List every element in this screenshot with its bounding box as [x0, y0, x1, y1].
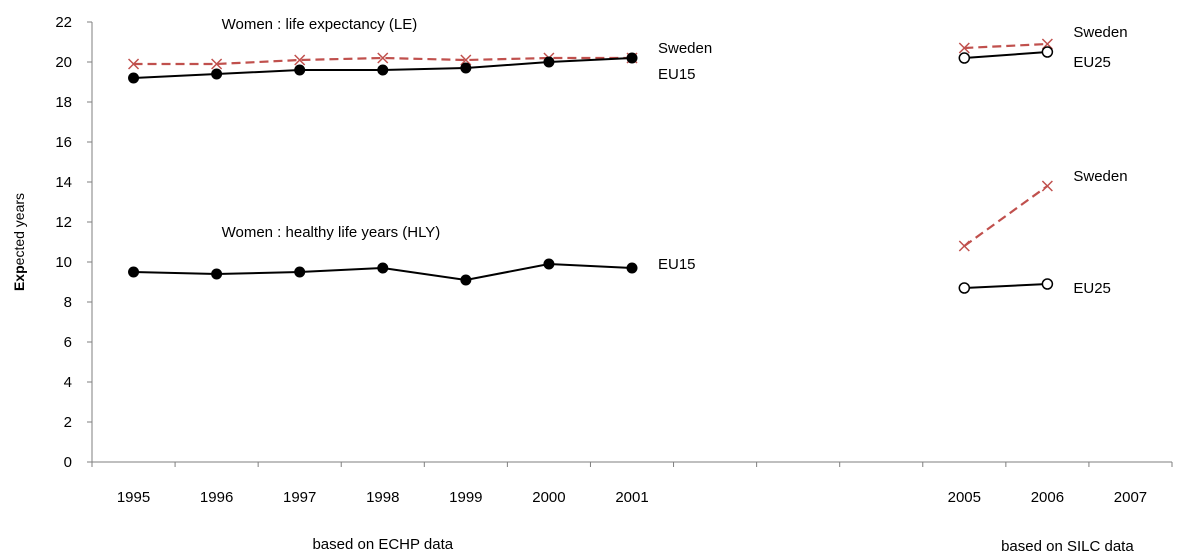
axes: 0 2 4 6 8 10 12 14 16 18 20 22 1995 1996 1997 1998 1999 2…: [11, 14, 1173, 552]
chart-annotation: Women : healthy life years (HLY): [222, 224, 441, 241]
series-label: Sweden: [1073, 168, 1127, 185]
series-layer: [128, 38, 1054, 294]
data-point: [543, 56, 555, 68]
data-point: [626, 52, 638, 64]
series-line: [964, 283, 1048, 289]
y-tick-label: 2: [64, 414, 72, 431]
x-tick-label: 2007: [1114, 489, 1147, 506]
x-tick-label: 2001: [615, 489, 648, 506]
y-axis-title: Expected years: [11, 193, 27, 291]
data-point: [294, 54, 306, 66]
y-tick-label: 8: [64, 294, 72, 311]
labels-layer: Women : life expectancy (LE) Women : heal…: [222, 16, 1128, 297]
x-group-label: based on ECHP data: [312, 536, 453, 552]
data-point: [460, 54, 472, 66]
data-point: [460, 274, 472, 286]
y-tick-label: 20: [55, 54, 72, 71]
series-label: EU15: [658, 256, 696, 273]
y-tick-label: 6: [64, 334, 72, 351]
data-point: [128, 58, 140, 70]
data-point: [958, 42, 970, 54]
series-eu25-hly: [958, 278, 1054, 294]
x-tick-label: 1998: [366, 489, 399, 506]
data-point: [211, 268, 223, 280]
y-tick-label: 4: [64, 374, 72, 391]
data-point: [958, 52, 971, 64]
data-point: [1041, 46, 1054, 58]
data-point: [294, 64, 306, 76]
data-point: [294, 266, 306, 278]
data-point: [1041, 278, 1054, 290]
x-tick-label: 2000: [532, 489, 565, 506]
data-point: [211, 58, 223, 70]
data-point: [958, 240, 970, 252]
y-tick-label: 12: [55, 214, 72, 231]
series-eu15-le: [128, 52, 638, 84]
data-point: [460, 62, 472, 74]
series-label: EU25: [1073, 280, 1111, 297]
series-label: Sweden: [1073, 24, 1127, 41]
data-point: [543, 258, 555, 270]
series-line: [963, 185, 1049, 247]
data-point: [377, 64, 389, 76]
series-line: [964, 42, 1048, 50]
x-tick-label: 1999: [449, 489, 482, 506]
y-tick-label: 10: [55, 254, 72, 271]
y-tick-label: 16: [55, 134, 72, 151]
series-sweden-le: [958, 38, 1053, 54]
data-point: [377, 52, 389, 64]
series-label: EU15: [658, 66, 696, 83]
x-tick-label: 1995: [117, 489, 150, 506]
data-point: [128, 72, 140, 84]
data-point: [377, 262, 389, 274]
x-tick-label: 1997: [283, 489, 316, 506]
x-tick-label: 2005: [948, 489, 981, 506]
y-tick-label: 22: [55, 14, 72, 31]
x-group-label: based on SILC data: [1001, 538, 1134, 552]
y-tick-label: 14: [55, 174, 72, 191]
chart-annotation: Women : life expectancy (LE): [222, 16, 418, 33]
series-label: EU25: [1073, 54, 1111, 71]
series-line: [964, 51, 1048, 59]
data-point: [626, 262, 638, 274]
x-tick-label: 1996: [200, 489, 233, 506]
y-tick-label: 0: [64, 454, 72, 471]
data-point: [211, 68, 223, 80]
series-eu25-le: [958, 46, 1054, 64]
x-tick-label: 2006: [1031, 489, 1064, 506]
data-point: [128, 266, 140, 278]
data-point: [958, 282, 971, 294]
series-sweden-hly: [958, 180, 1053, 252]
series-eu15-hly: [128, 258, 638, 286]
y-tick-label: 18: [55, 94, 72, 111]
series-label: Sweden: [658, 40, 712, 57]
data-point: [1041, 180, 1053, 192]
